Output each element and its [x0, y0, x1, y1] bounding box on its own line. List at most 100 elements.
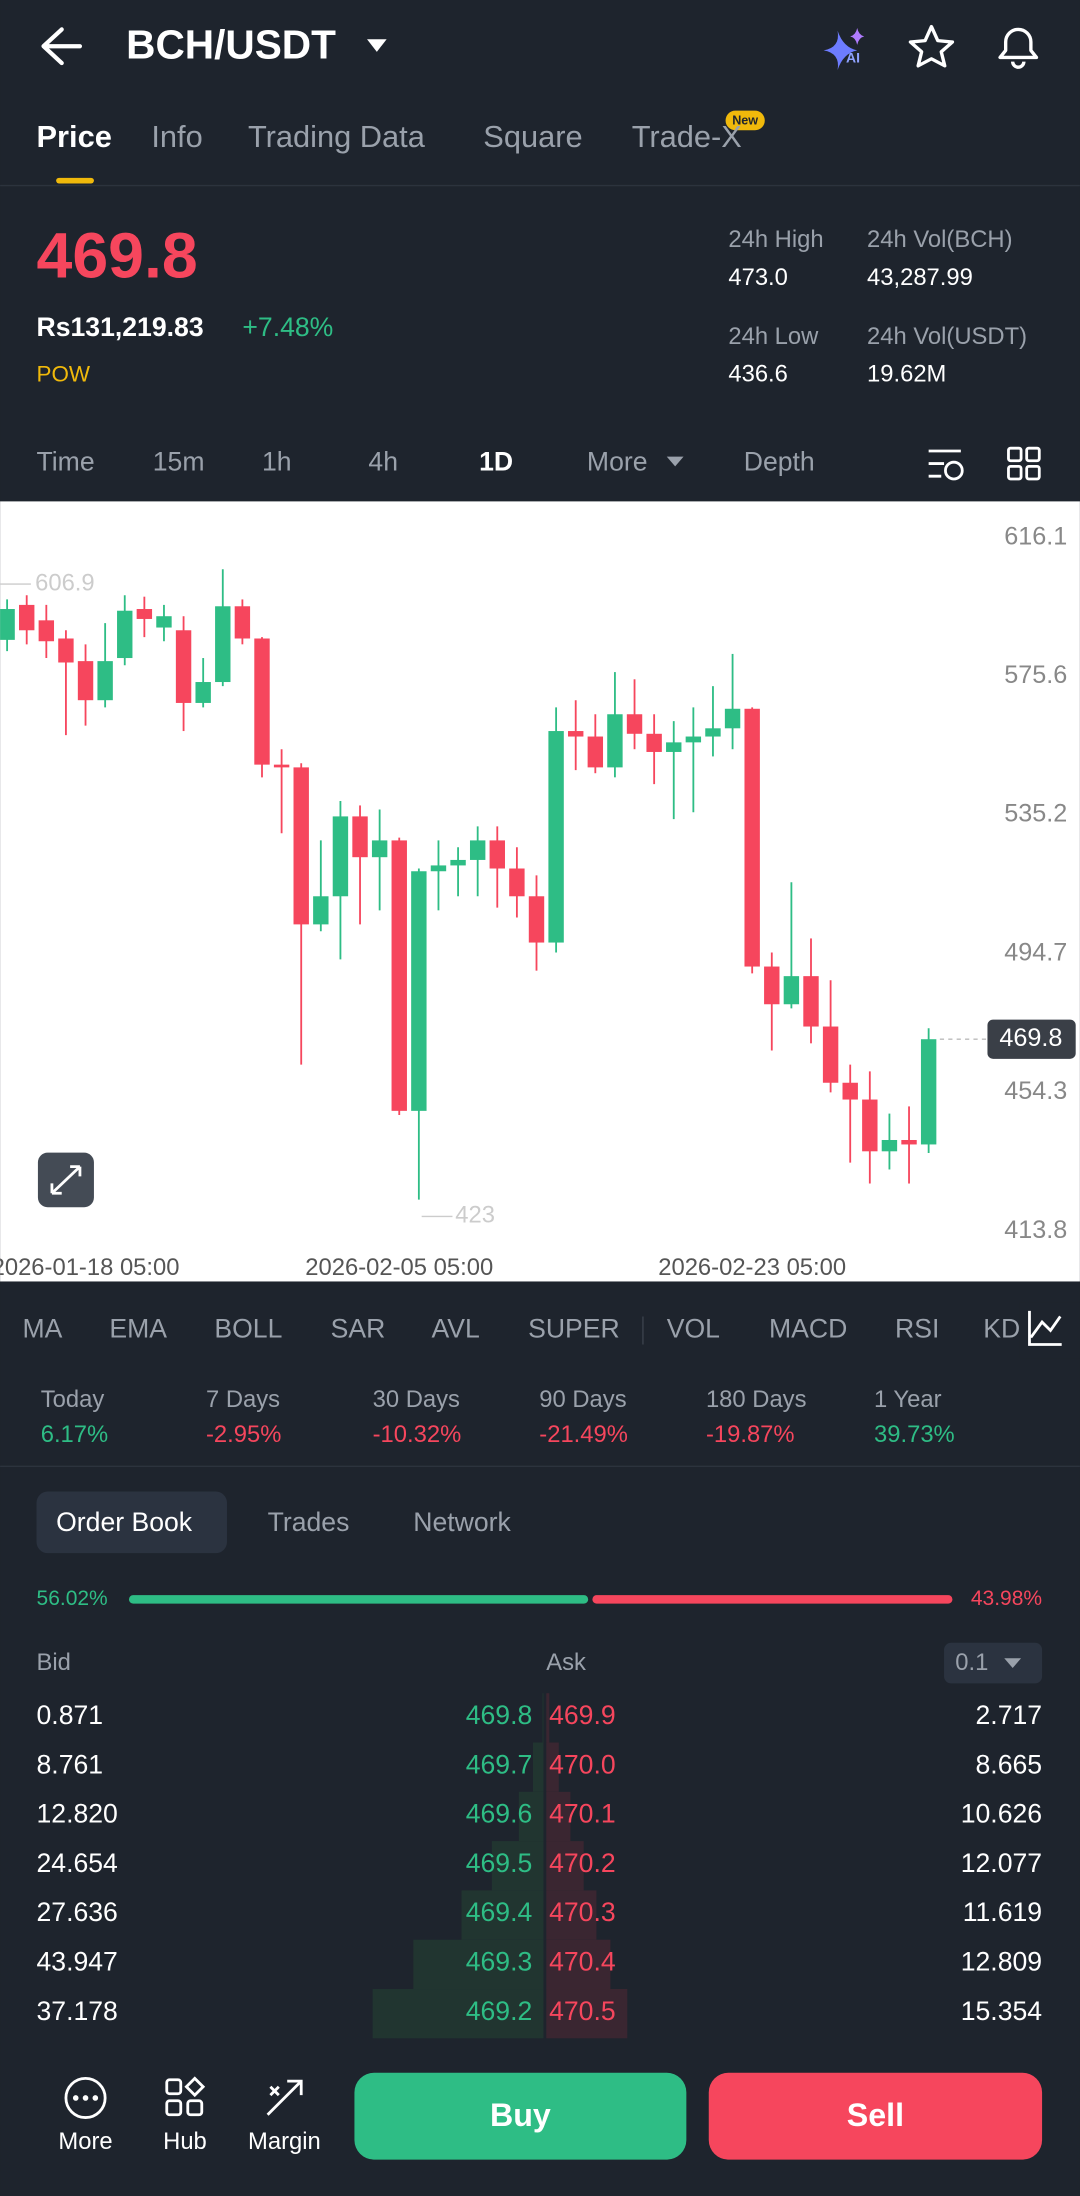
indicator-tab[interactable]: AVL: [431, 1314, 479, 1344]
y-tick-label: 535.2: [1004, 800, 1067, 828]
tab[interactable]: Price: [37, 119, 112, 154]
interval-tab[interactable]: More: [587, 447, 648, 477]
ask-price[interactable]: 469.9: [549, 1700, 616, 1730]
buy-label[interactable]: Buy: [490, 2097, 551, 2133]
bid-depth-bar: [542, 1693, 544, 1743]
indicator-tab[interactable]: EMA: [109, 1314, 167, 1344]
ask-depth-bar: [546, 1693, 550, 1743]
period-label: 1 Year: [874, 1386, 942, 1413]
ask-price[interactable]: 470.3: [549, 1897, 616, 1927]
bid-price[interactable]: 469.2: [466, 1996, 533, 2026]
bid-price[interactable]: 469.5: [466, 1848, 533, 1878]
interval-tab[interactable]: 1h: [262, 447, 292, 477]
candle-body: [450, 859, 466, 866]
orderbook-tab[interactable]: Order Book: [56, 1507, 193, 1537]
bid-price[interactable]: 469.8: [466, 1700, 533, 1730]
interval-tab[interactable]: 4h: [368, 447, 398, 477]
layout-icon[interactable]: [1007, 446, 1041, 481]
candle-body: [803, 976, 819, 1027]
period-change: -10.32%: [373, 1421, 462, 1448]
bid-price[interactable]: 469.6: [466, 1799, 533, 1829]
interval-tab[interactable]: 1D: [479, 447, 513, 477]
back-button[interactable]: [41, 27, 83, 66]
stat-value: 19.62M: [867, 361, 946, 388]
bottom-item-label[interactable]: More: [58, 2128, 112, 2155]
indicator-tab[interactable]: MA: [23, 1314, 63, 1344]
period-change: -2.95%: [206, 1421, 281, 1448]
bid-price[interactable]: 469.7: [466, 1749, 533, 1779]
high-label: 606.9: [35, 569, 95, 596]
bottom-item-label[interactable]: Hub: [163, 2128, 207, 2155]
more-icon[interactable]: [64, 2076, 107, 2119]
indicator-settings[interactable]: [1028, 1310, 1062, 1346]
ask-ratio-label: 43.98%: [971, 1587, 1042, 1610]
candle-body: [0, 609, 15, 640]
candle-body: [783, 976, 800, 1005]
bid-ratio-bar: [128, 1595, 589, 1604]
ask-price[interactable]: 470.4: [549, 1947, 616, 1977]
candle-body: [136, 609, 153, 619]
orderbook-tab[interactable]: Trades: [268, 1507, 350, 1537]
indicator-tab[interactable]: KD: [983, 1314, 1020, 1344]
indicator-tab[interactable]: SAR: [331, 1314, 386, 1344]
precision-caret: [1004, 1658, 1022, 1669]
coin-tag: POW: [37, 361, 91, 386]
favorite-button[interactable]: [908, 24, 955, 68]
bid-price[interactable]: 469.4: [466, 1897, 533, 1927]
stat-value: 436.6: [728, 361, 788, 388]
indicator-tab[interactable]: MACD: [769, 1314, 847, 1344]
bottom-item-label[interactable]: Margin: [248, 2128, 321, 2155]
last-price-tag: [987, 1019, 1076, 1059]
tab[interactable]: Trade-X: [632, 119, 742, 154]
period-change: 39.73%: [874, 1421, 955, 1448]
interval-tab[interactable]: 15m: [153, 447, 205, 477]
orderbook-tab[interactable]: Network: [413, 1507, 511, 1537]
notification-button[interactable]: [998, 27, 1039, 69]
tab[interactable]: Info: [151, 119, 202, 154]
sell-button[interactable]: [708, 2072, 1043, 2160]
ask-price[interactable]: 470.2: [549, 1848, 616, 1878]
indicator-tab[interactable]: SUPER: [528, 1314, 620, 1344]
ask-depth-bar: [546, 1989, 628, 2039]
bid-depth-bar: [372, 1989, 544, 2039]
candle-body: [77, 661, 94, 701]
hub-icon[interactable]: [165, 2078, 183, 2096]
ask-price[interactable]: 470.0: [549, 1749, 616, 1779]
candle-body: [352, 816, 368, 858]
precision-value: 0.1: [955, 1649, 988, 1676]
period-label: 30 Days: [373, 1386, 460, 1413]
ai-icon[interactable]: [823, 30, 858, 71]
candle-body: [646, 733, 662, 752]
stat-label: 24h Low: [728, 323, 819, 350]
bid-price[interactable]: 469.3: [466, 1947, 533, 1977]
ask-amount: 15.354: [961, 1996, 1043, 2026]
buy-button[interactable]: [354, 2072, 687, 2160]
candle-body: [156, 616, 172, 628]
period-label: 180 Days: [706, 1386, 807, 1413]
bid-amount: 24.654: [37, 1848, 119, 1878]
indicator-tab[interactable]: VOL: [667, 1314, 720, 1344]
candle-body: [58, 638, 74, 663]
ask-price[interactable]: 470.1: [549, 1799, 616, 1829]
interval-tab[interactable]: Time: [37, 447, 95, 477]
ai-label: AI: [846, 50, 860, 66]
ask-ratio-bar: [592, 1595, 953, 1604]
indicator-tab[interactable]: RSI: [895, 1314, 939, 1344]
candle-body: [724, 708, 741, 729]
candle-body: [842, 1082, 858, 1100]
pair-title[interactable]: BCH/USDT: [126, 21, 336, 67]
ask-price[interactable]: 470.5: [549, 1996, 616, 2026]
indicator-tab[interactable]: BOLL: [214, 1314, 282, 1344]
candle-body: [411, 871, 427, 1111]
candle-body: [822, 1026, 839, 1083]
precision-selector[interactable]: [944, 1642, 1043, 1684]
pair-dropdown[interactable]: [367, 39, 387, 52]
tab[interactable]: Square: [483, 119, 582, 154]
sell-label[interactable]: Sell: [847, 2097, 904, 2133]
margin-icon[interactable]: [266, 2079, 303, 2116]
interval-tab[interactable]: Depth: [744, 447, 815, 477]
chart-settings-icon[interactable]: [928, 449, 964, 481]
tab[interactable]: Trading Data: [248, 119, 426, 154]
candle-body: [685, 736, 702, 743]
